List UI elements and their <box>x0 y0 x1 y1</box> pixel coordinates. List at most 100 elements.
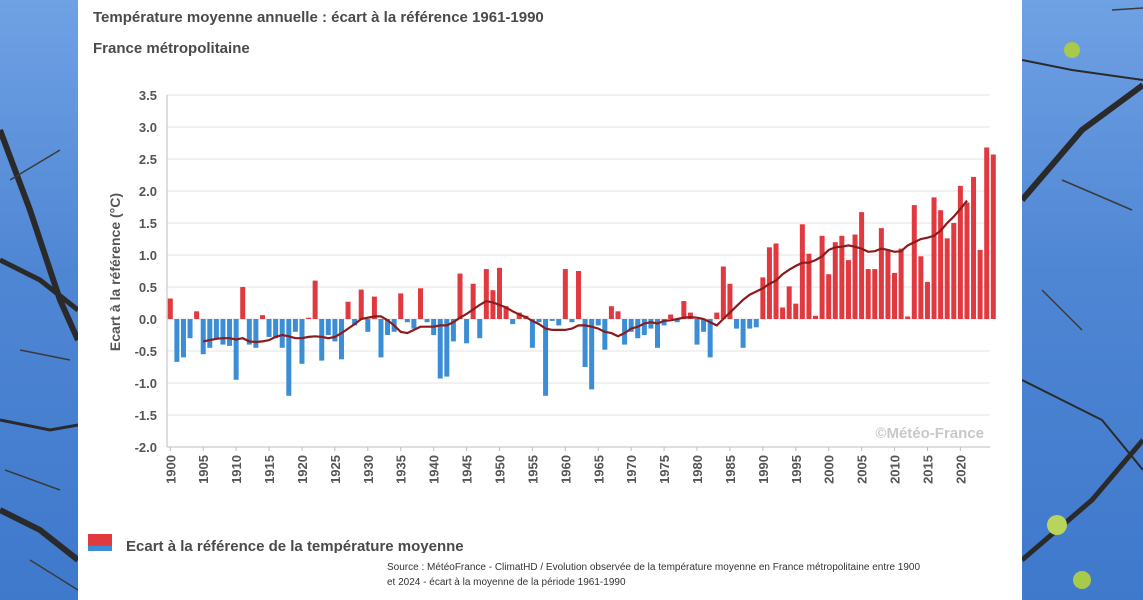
bar-1916 <box>273 319 279 339</box>
bar-1984 <box>720 266 726 319</box>
bar-1974 <box>655 319 661 348</box>
bar-1911 <box>240 287 246 319</box>
bar-2023 <box>977 249 983 319</box>
bar-1988 <box>747 319 753 329</box>
bar-1936 <box>404 319 410 323</box>
bar-1968 <box>615 311 621 319</box>
bar-1943 <box>450 319 456 342</box>
bar-2007 <box>872 269 878 319</box>
bar-1977 <box>674 319 680 323</box>
bar-1924 <box>325 319 331 335</box>
bar-1944 <box>457 273 463 319</box>
x-tick-label: 1920 <box>295 455 310 484</box>
bar-1997 <box>806 253 812 319</box>
bar-1942 <box>444 319 450 377</box>
bar-1953 <box>516 312 522 319</box>
bar-1906 <box>207 319 213 348</box>
bar-1917 <box>279 319 285 348</box>
bar-1995 <box>793 303 799 319</box>
bar-2018 <box>944 238 950 319</box>
y-tick-label: 3.5 <box>139 88 157 103</box>
y-tick-label: -0.5 <box>135 344 157 359</box>
bar-1965 <box>595 319 601 326</box>
bar-1927 <box>345 301 351 319</box>
bar-1976 <box>668 314 674 319</box>
bars <box>167 147 996 396</box>
watermark: ©Météo-France <box>875 425 984 442</box>
bar-2016 <box>931 197 937 319</box>
x-tick-label: 2005 <box>855 455 870 484</box>
x-tick-label: 1960 <box>558 455 573 484</box>
bar-1928 <box>352 319 358 326</box>
bar-2004 <box>852 234 858 319</box>
bar-1925 <box>332 319 338 342</box>
x-tick-label: 1950 <box>492 455 507 484</box>
x-tick-label: 2010 <box>888 455 903 484</box>
bar-1979 <box>687 312 693 319</box>
bar-1939 <box>424 319 430 323</box>
bar-1920 <box>299 319 305 364</box>
bar-1989 <box>753 319 759 328</box>
bar-1959 <box>556 319 562 326</box>
bar-1970 <box>628 319 634 332</box>
bar-2012 <box>905 316 911 319</box>
bar-1987 <box>740 319 746 348</box>
bar-1930 <box>365 319 371 332</box>
x-tick-label: 1915 <box>262 455 277 484</box>
bar-1947 <box>477 319 483 339</box>
bar-1935 <box>398 293 404 319</box>
x-tick-label: 1910 <box>229 455 244 484</box>
bar-2021 <box>964 202 970 319</box>
trend-line <box>202 199 968 344</box>
y-tick-label: 0.0 <box>139 312 157 327</box>
bar-1922 <box>312 280 318 319</box>
legend-swatch-negative <box>88 546 112 551</box>
bar-2003 <box>845 260 851 319</box>
bar-1945 <box>464 319 470 344</box>
chart-panel <box>78 0 1022 600</box>
x-tick-label: 1900 <box>163 455 178 484</box>
bar-1910 <box>233 319 239 380</box>
bar-2015 <box>924 281 930 319</box>
bar-1951 <box>503 306 509 319</box>
bar-1975 <box>661 319 667 326</box>
bar-1955 <box>529 319 535 348</box>
bar-1985 <box>727 283 733 319</box>
x-tick-label: 2020 <box>953 455 968 484</box>
x-tick-label: 1985 <box>723 455 738 484</box>
bar-2022 <box>971 176 977 319</box>
bar-2000 <box>826 274 832 319</box>
y-tick-label: -1.5 <box>135 408 157 423</box>
x-axis-ticks: 1900 1905 1910 1915 1920 1925 1930 1935 1940 1945… <box>163 447 968 484</box>
bar-1986 <box>734 319 740 329</box>
bar-2010 <box>892 272 898 319</box>
bar-1904 <box>194 311 200 319</box>
x-tick-label: 1945 <box>460 455 475 484</box>
bar-1900 <box>167 298 173 319</box>
bar-2008 <box>878 228 884 319</box>
bar-1993 <box>780 307 786 319</box>
bar-2005 <box>859 212 865 319</box>
bar-1913 <box>253 319 259 348</box>
bar-1949 <box>490 290 496 319</box>
x-tick-label: 1995 <box>789 455 804 484</box>
bar-2013 <box>911 205 917 319</box>
y-tick-label: -1.0 <box>135 376 157 391</box>
bar-1990 <box>760 277 766 319</box>
bar-2002 <box>839 235 845 319</box>
y-tick-label: 2.5 <box>139 152 157 167</box>
tree-branches-right <box>1022 7 1143 589</box>
bar-2020 <box>957 185 963 319</box>
bar-1980 <box>694 319 700 345</box>
chart-title: Température moyenne annuelle : écart à l… <box>93 9 544 26</box>
bar-1967 <box>608 306 614 319</box>
x-tick-label: 1980 <box>690 455 705 484</box>
background-photo-left <box>0 0 78 600</box>
bar-1931 <box>371 296 377 319</box>
bar-1938 <box>417 288 423 319</box>
bar-1998 <box>813 315 819 319</box>
x-tick-label: 1925 <box>328 455 343 484</box>
bar-1952 <box>510 319 516 325</box>
bar-1901 <box>174 319 180 362</box>
x-tick-label: 1955 <box>525 455 540 484</box>
